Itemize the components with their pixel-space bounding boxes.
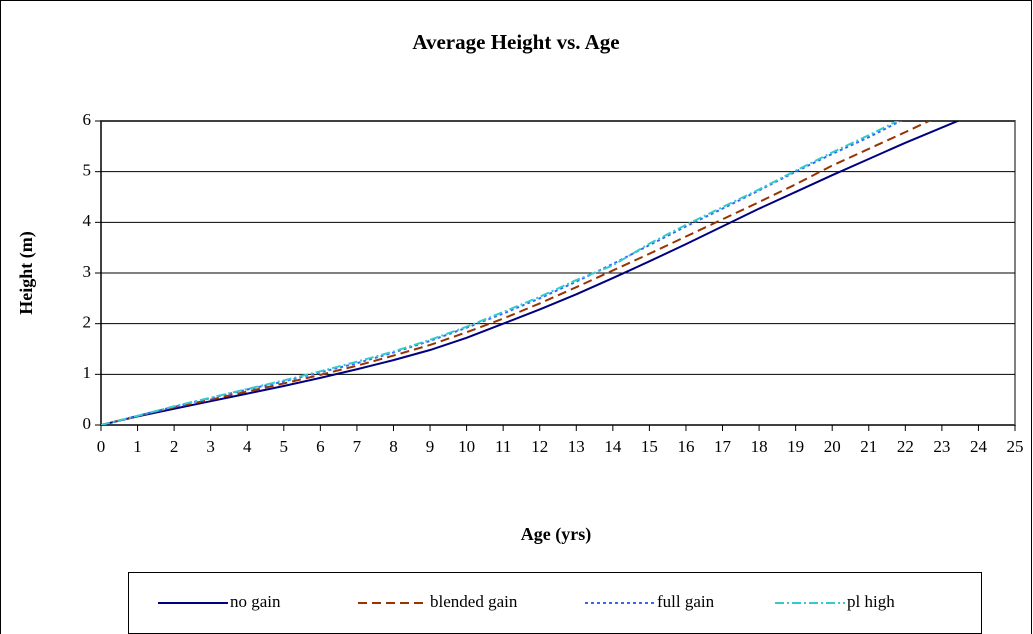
x-tick-label: 20 [824, 437, 841, 456]
x-tick-label: 4 [243, 437, 252, 456]
x-tick-label: 6 [316, 437, 325, 456]
x-tick-label: 17 [714, 437, 732, 456]
x-tick-label: 25 [1007, 437, 1024, 456]
x-tick-label: 18 [751, 437, 768, 456]
legend-label: no gain [230, 592, 281, 611]
legend-label: full gain [657, 592, 715, 611]
x-tick-label: 9 [426, 437, 435, 456]
x-tick-label: 10 [458, 437, 475, 456]
x-tick-label: 13 [568, 437, 585, 456]
y-tick-label: 6 [83, 110, 92, 129]
x-axis-title: Age (yrs) [521, 524, 591, 545]
y-tick-label: 2 [83, 313, 92, 332]
x-tick-label: 12 [531, 437, 548, 456]
legend-label: blended gain [430, 592, 518, 611]
series-line [101, 121, 961, 425]
y-tick-label: 1 [83, 363, 92, 382]
x-tick-label: 0 [97, 437, 106, 456]
series-line [101, 121, 900, 425]
x-tick-label: 16 [677, 437, 694, 456]
x-tick-label: 1 [133, 437, 142, 456]
x-tick-label: 2 [170, 437, 179, 456]
chart-title: Average Height vs. Age [412, 30, 619, 54]
x-tick-label: 11 [495, 437, 511, 456]
y-tick-label: 5 [83, 161, 92, 180]
y-tick-label: 3 [83, 262, 92, 281]
x-tick-label: 8 [389, 437, 398, 456]
x-tick-label: 19 [787, 437, 804, 456]
x-tick-label: 5 [280, 437, 289, 456]
x-tick-label: 3 [206, 437, 215, 456]
plot-lines [101, 121, 961, 425]
series-line [101, 121, 932, 425]
x-tick-label: 22 [897, 437, 914, 456]
x-tick-label: 15 [641, 437, 658, 456]
x-tick-label: 14 [604, 437, 622, 456]
y-tick-label: 0 [83, 414, 92, 433]
x-tick-label: 24 [970, 437, 988, 456]
y-axis-title: Height (m) [16, 231, 37, 314]
y-tick-label: 4 [83, 211, 92, 230]
x-tick-label: 7 [353, 437, 362, 456]
x-tick-label: 23 [933, 437, 950, 456]
x-tick-label: 21 [860, 437, 877, 456]
legend-label: pl high [847, 592, 895, 611]
